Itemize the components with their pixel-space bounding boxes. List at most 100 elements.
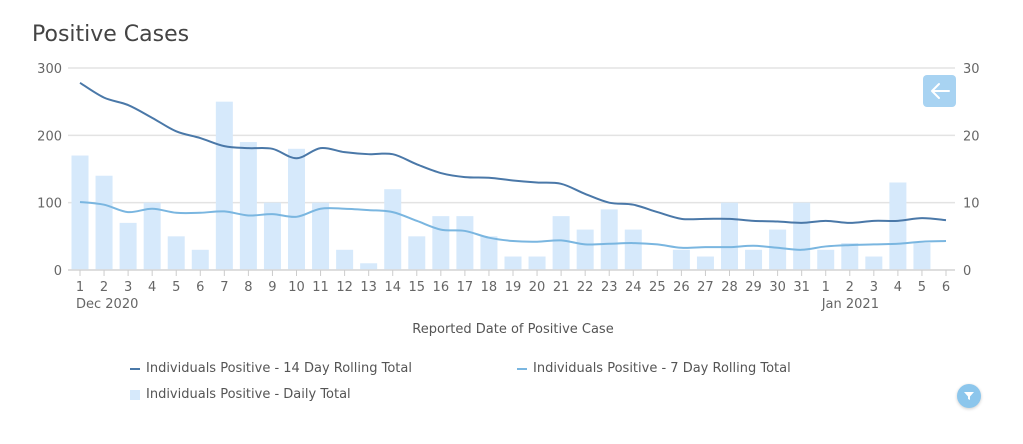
rolling-lines [79,81,947,251]
bar[interactable] [95,175,113,270]
x-tick-label: 28 [721,280,738,295]
bar[interactable] [552,216,570,270]
x-tick-label: 13 [360,280,377,295]
legend-label: Individuals Positive - Daily Total [146,387,351,402]
bar[interactable] [576,229,594,270]
bar[interactable] [119,222,137,270]
y-right-tick-label: 10 [963,197,980,212]
y-right-tick-label: 0 [963,264,971,279]
x-tick-label: 1 [76,280,84,295]
bar[interactable] [721,202,738,270]
bar[interactable] [672,249,690,270]
x-axis: 1 2 3 4 5 6 7 8 9 10 11 12 13 14 15 16 17 18 19 20 21 22 23 24 2… [68,269,955,312]
x-tick-label: 14 [384,280,401,295]
x-tick-label: 6 [942,280,950,295]
bar[interactable] [745,249,763,270]
legend-item-daily[interactable]: Individuals Positive - Daily Total [130,387,351,402]
x-tick-label: 8 [244,280,252,295]
x-axis-title: Reported Date of Positive Case [412,322,613,337]
bar[interactable] [71,155,89,270]
bar[interactable] [215,101,233,271]
bar[interactable] [624,229,642,270]
x-tick-label: 5 [918,280,926,295]
legend-label: Individuals Positive - 14 Day Rolling To… [146,361,412,376]
bar[interactable] [263,202,281,270]
bar[interactable] [384,189,402,270]
bar[interactable] [480,236,498,270]
x-tick-label: 31 [793,280,810,295]
x-tick-label: 18 [481,280,498,295]
x-tick-label: 3 [870,280,878,295]
x-tick-label: 29 [745,280,762,295]
x-tick-label: 4 [894,280,902,295]
x-tick-label: 19 [505,280,522,295]
x-tick-label: 26 [673,280,690,295]
gridlines [68,67,955,271]
x-month-label: Jan 2021 [821,297,879,312]
bar[interactable] [769,229,787,270]
y-left-tick-label: 0 [54,264,62,279]
x-tick-label: 25 [649,280,666,295]
bar[interactable] [600,209,618,270]
bar[interactable] [793,202,811,270]
line-14-day-rolling[interactable] [79,81,947,224]
bar[interactable] [312,202,330,270]
bar[interactable] [288,148,305,270]
bar[interactable] [408,236,426,270]
x-tick-label: 21 [553,280,570,295]
bar[interactable] [336,249,354,270]
y-left-tick-label: 100 [37,197,62,212]
legend-item-7day[interactable]: Individuals Positive - 7 Day Rolling Tot… [517,361,791,376]
y-left-tick-label: 300 [37,62,62,77]
legend-line-swatch [517,367,527,370]
bar[interactable] [360,263,378,270]
x-tick-label: 1 [822,280,830,295]
line-7-day-rolling[interactable] [79,200,947,251]
x-tick-label: 9 [268,280,276,295]
x-tick-label: 5 [172,280,180,295]
bar[interactable] [143,202,161,270]
legend-item-14day[interactable]: Individuals Positive - 14 Day Rolling To… [130,361,412,376]
x-tick-label: 7 [220,280,228,295]
x-month-label: Dec 2020 [76,297,138,312]
x-tick-label: 24 [625,280,642,295]
y-right-tick-label: 30 [963,62,980,77]
bar[interactable] [865,256,883,270]
x-tick-label: 30 [769,280,786,295]
x-tick-label: 20 [529,280,546,295]
x-tick-label: 17 [457,280,474,295]
x-tick-label: 11 [312,280,329,295]
bar[interactable] [841,243,859,270]
x-tick-label: 3 [124,280,132,295]
bar[interactable] [167,236,185,270]
x-tick-label: 15 [409,280,426,295]
x-tick-label: 6 [196,280,204,295]
bar[interactable] [528,256,546,270]
x-tick-label: 27 [697,280,714,295]
y-axis-right: 0 10 20 30 [963,62,980,279]
legend-box-swatch [130,389,140,400]
legend-label: Individuals Positive - 7 Day Rolling Tot… [533,361,791,376]
arrow-left-icon [930,83,950,99]
bar[interactable] [239,142,257,270]
chart-title: Positive Cases [32,22,190,47]
y-left-tick-label: 200 [37,129,62,144]
x-tick-label: 10 [288,280,305,295]
bar[interactable] [504,256,522,270]
y-right-tick-label: 20 [963,129,980,144]
x-tick-label: 4 [148,280,156,295]
bar[interactable] [456,216,474,270]
legend-line-swatch [130,367,140,370]
x-tick-label: 16 [433,280,450,295]
bar[interactable] [432,216,450,270]
bar[interactable] [696,256,714,270]
bar[interactable] [817,249,835,270]
bar[interactable] [191,249,209,270]
x-tick-label: 23 [601,280,618,295]
bar[interactable] [889,182,907,270]
back-button[interactable] [923,75,956,107]
bar[interactable] [913,243,931,270]
y-axis-left: 0 100 200 300 [37,62,62,279]
filter-button[interactable] [957,384,981,408]
